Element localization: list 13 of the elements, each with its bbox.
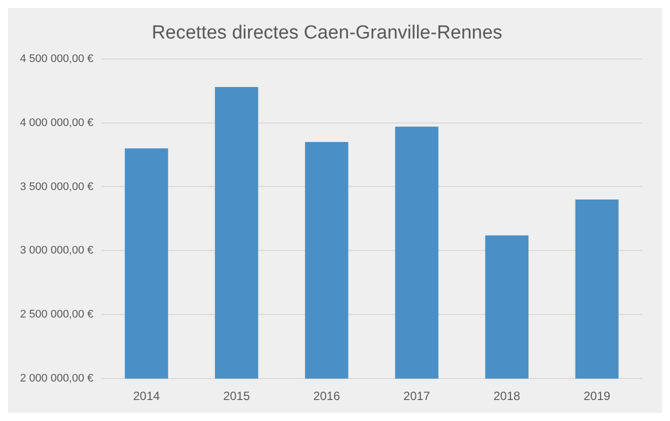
y-tick-label: 2 000 000,00 € <box>20 372 94 385</box>
x-tick-label: 2018 <box>494 389 521 404</box>
y-tick-label: 3 000 000,00 € <box>20 244 94 257</box>
x-tick-label: 2015 <box>223 389 250 404</box>
x-tick-label: 2016 <box>313 389 340 404</box>
x-tick-label: 2014 <box>133 389 160 404</box>
y-tick-label: 3 500 000,00 € <box>20 180 94 193</box>
x-tick-label: 2019 <box>584 389 611 404</box>
y-tick-label: 2 500 000,00 € <box>20 308 94 321</box>
chart-title: Recettes directes Caen-Granville-Rennes <box>152 22 502 44</box>
y-tick-label: 4 000 000,00 € <box>20 116 94 129</box>
x-tick-label: 2017 <box>403 389 430 404</box>
y-tick-label: 4 500 000,00 € <box>20 52 94 65</box>
